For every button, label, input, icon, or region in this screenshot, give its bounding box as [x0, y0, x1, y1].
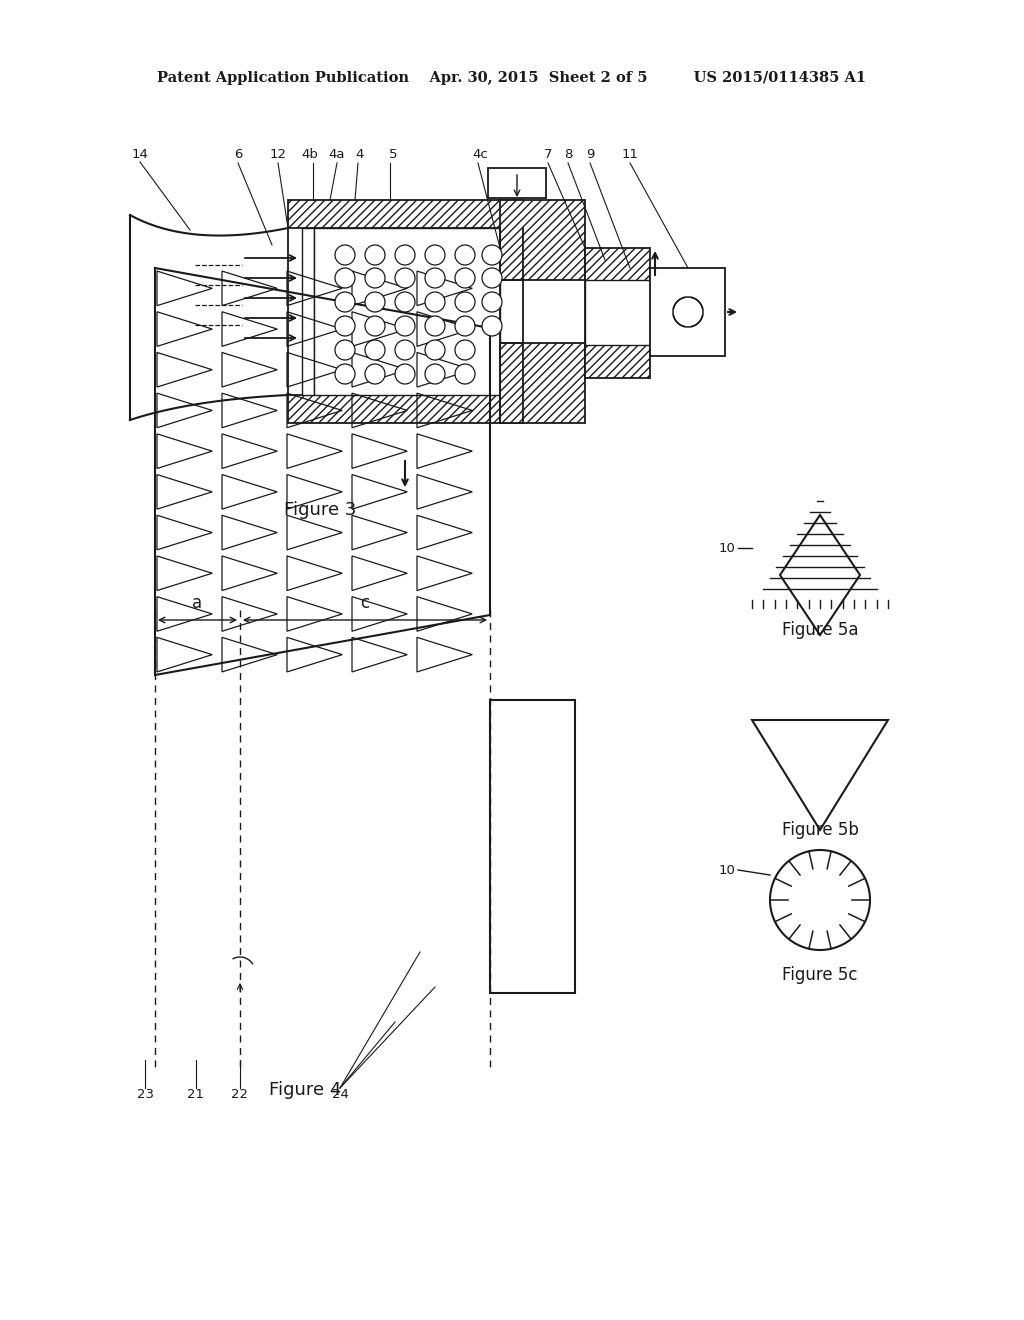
Circle shape [425, 268, 445, 288]
Circle shape [395, 364, 415, 384]
Circle shape [365, 315, 385, 337]
Bar [288, 395, 523, 422]
Text: 24: 24 [332, 1088, 348, 1101]
Circle shape [770, 850, 870, 950]
Circle shape [425, 315, 445, 337]
Circle shape [395, 341, 415, 360]
Text: 4: 4 [355, 149, 365, 161]
Text: 22: 22 [231, 1088, 249, 1101]
Text: 6: 6 [233, 149, 243, 161]
Circle shape [482, 315, 502, 337]
Text: 7: 7 [544, 149, 552, 161]
Text: Figure 3: Figure 3 [284, 502, 356, 519]
Circle shape [395, 315, 415, 337]
Text: Figure 5b: Figure 5b [781, 821, 858, 840]
Circle shape [455, 268, 475, 288]
Text: 12: 12 [269, 149, 287, 161]
Circle shape [395, 268, 415, 288]
Text: c: c [360, 594, 370, 612]
Circle shape [455, 246, 475, 265]
Bar [488, 168, 546, 198]
Circle shape [365, 364, 385, 384]
Circle shape [365, 268, 385, 288]
Text: 4a: 4a [329, 149, 345, 161]
Bar [650, 268, 725, 356]
Bar [585, 280, 650, 345]
Bar [490, 700, 575, 993]
Text: 10: 10 [718, 863, 735, 876]
Bar [500, 343, 585, 422]
Text: a: a [193, 594, 203, 612]
Text: 11: 11 [622, 149, 639, 161]
Circle shape [335, 246, 355, 265]
Circle shape [365, 246, 385, 265]
Circle shape [455, 364, 475, 384]
Bar [585, 248, 650, 378]
Text: 4c: 4c [472, 149, 487, 161]
Circle shape [482, 246, 502, 265]
Circle shape [395, 292, 415, 312]
Circle shape [335, 315, 355, 337]
Circle shape [455, 292, 475, 312]
Circle shape [365, 341, 385, 360]
Circle shape [455, 341, 475, 360]
Circle shape [335, 364, 355, 384]
Circle shape [425, 364, 445, 384]
Text: 23: 23 [136, 1088, 154, 1101]
Text: 5: 5 [389, 149, 397, 161]
Text: 8: 8 [564, 149, 572, 161]
Circle shape [335, 292, 355, 312]
Circle shape [335, 341, 355, 360]
Bar [302, 228, 314, 395]
Circle shape [482, 292, 502, 312]
Text: Patent Application Publication    Apr. 30, 2015  Sheet 2 of 5         US 2015/01: Patent Application Publication Apr. 30, … [158, 71, 866, 84]
Bar [288, 201, 523, 228]
Circle shape [425, 246, 445, 265]
Text: 21: 21 [187, 1088, 205, 1101]
Text: 9: 9 [586, 149, 594, 161]
Circle shape [395, 246, 415, 265]
Text: 14: 14 [131, 149, 148, 161]
Circle shape [335, 268, 355, 288]
Text: Figure 5c: Figure 5c [782, 966, 858, 983]
Text: 10: 10 [718, 541, 735, 554]
Circle shape [425, 292, 445, 312]
Text: Figure 5a: Figure 5a [781, 620, 858, 639]
Bar [500, 201, 585, 280]
Text: Figure 4: Figure 4 [269, 1081, 341, 1100]
Text: 4b: 4b [301, 149, 318, 161]
Circle shape [482, 268, 502, 288]
Circle shape [365, 292, 385, 312]
Circle shape [455, 315, 475, 337]
Bar [314, 228, 500, 395]
Circle shape [425, 341, 445, 360]
